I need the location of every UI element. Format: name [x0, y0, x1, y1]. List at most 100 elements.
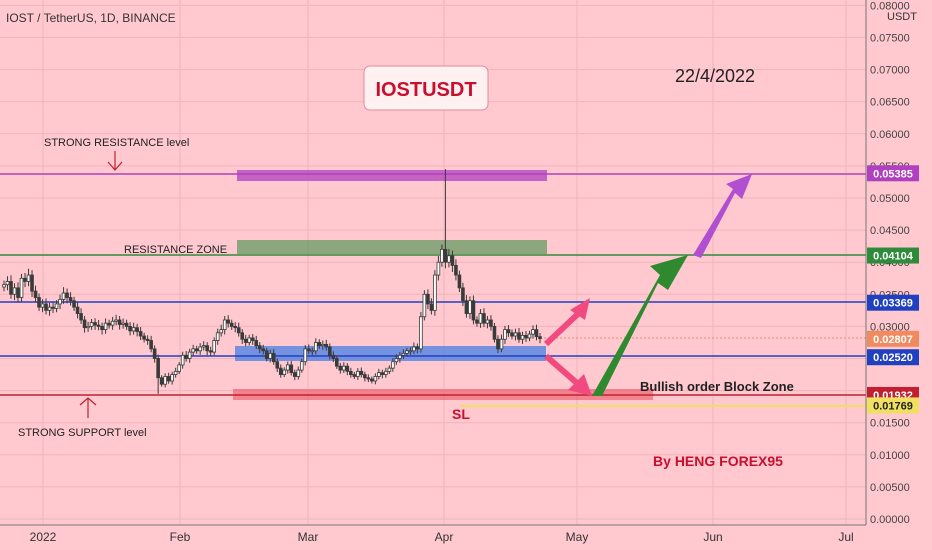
candle [187, 348, 192, 363]
candle [26, 268, 31, 287]
strong-support-label: STRONG SUPPORT level [18, 427, 147, 439]
candle [163, 373, 167, 388]
candle [194, 345, 199, 354]
candle [401, 349, 406, 359]
x-tick-label: Jul [838, 530, 853, 544]
candle [131, 322, 136, 335]
candle [464, 295, 469, 318]
candle [510, 329, 514, 340]
candle [513, 328, 518, 341]
candle [429, 298, 434, 315]
candle [278, 364, 283, 378]
candle [471, 295, 476, 325]
svg-text:0.02520: 0.02520 [873, 352, 913, 364]
resistance-pointer-icon [107, 151, 123, 171]
y-tick-label: 0.07500 [870, 33, 910, 45]
candle [457, 270, 462, 293]
candle [9, 275, 13, 299]
candle [173, 367, 178, 378]
candle [117, 315, 122, 330]
strong-resistance-zone [237, 170, 547, 181]
candle [324, 339, 329, 351]
candle [191, 344, 195, 356]
svg-text:0.03369: 0.03369 [873, 298, 913, 310]
candle [443, 169, 448, 269]
candle [75, 302, 80, 319]
candle [328, 343, 332, 360]
candle [226, 315, 231, 328]
candle [103, 318, 108, 334]
candle [65, 288, 69, 304]
candle [436, 256, 441, 281]
candle [40, 299, 45, 313]
candle [33, 285, 38, 303]
candle [306, 344, 311, 355]
candle [5, 276, 10, 291]
candle [496, 335, 500, 353]
candle [412, 342, 416, 355]
candle [387, 365, 392, 374]
y-tick-label: 0.01000 [870, 450, 910, 462]
candle [506, 325, 511, 337]
bullish-zone-label: Bullish order Block Zone [640, 379, 794, 394]
y-tick-label: 0.08000 [870, 0, 910, 12]
candle [23, 272, 27, 288]
pink-arrow-up [543, 298, 590, 347]
symbol-info: IOST / TetherUS, 1D, BINANCE [6, 11, 176, 25]
candle [450, 250, 455, 273]
candle [135, 323, 139, 337]
candle [461, 282, 465, 306]
candle [299, 358, 304, 373]
candle [2, 280, 6, 292]
svg-text:0.01769: 0.01769 [873, 400, 913, 412]
candle [236, 322, 241, 337]
price-labels: 0.053850.041040.033690.028070.025200.019… [867, 165, 919, 414]
candle [159, 375, 164, 387]
candle [440, 244, 444, 267]
price-label: 0.02520 [867, 349, 919, 366]
candle [51, 302, 55, 314]
candle [345, 363, 350, 376]
candle [138, 327, 143, 341]
price-label: 0.01769 [867, 397, 919, 414]
candle [229, 319, 234, 330]
support-pointer-icon [79, 397, 97, 418]
candle [405, 347, 409, 357]
candle [72, 296, 76, 311]
candle [54, 300, 59, 313]
candle [82, 315, 87, 333]
candle [243, 334, 248, 347]
candle [342, 362, 346, 374]
price-label: 0.03369 [867, 294, 919, 311]
candle [478, 309, 483, 328]
candle [12, 283, 17, 301]
price-label: 0.02807 [867, 330, 919, 347]
candle [454, 259, 458, 281]
candle [370, 376, 374, 384]
candle [520, 331, 525, 344]
y-tick-label: 0.00000 [870, 514, 910, 526]
candle [398, 352, 402, 363]
candle [96, 320, 101, 331]
candle [296, 366, 301, 380]
svg-text:0.05385: 0.05385 [873, 168, 913, 180]
candle [180, 351, 185, 369]
candle [524, 330, 528, 342]
candle [289, 360, 294, 376]
candle [250, 333, 255, 345]
candle [124, 319, 129, 330]
candle [415, 343, 420, 354]
candle [201, 341, 206, 351]
author-label: By HENG FOREX95 [653, 453, 783, 469]
sl-label: SL [452, 406, 470, 422]
candle [198, 343, 202, 355]
candle [373, 373, 378, 385]
candle [356, 368, 360, 380]
svg-text:0.02807: 0.02807 [873, 334, 913, 346]
candle [310, 347, 315, 356]
purple-arrow-up [693, 174, 752, 258]
price-label: 0.05385 [867, 165, 919, 182]
candle [426, 289, 430, 310]
